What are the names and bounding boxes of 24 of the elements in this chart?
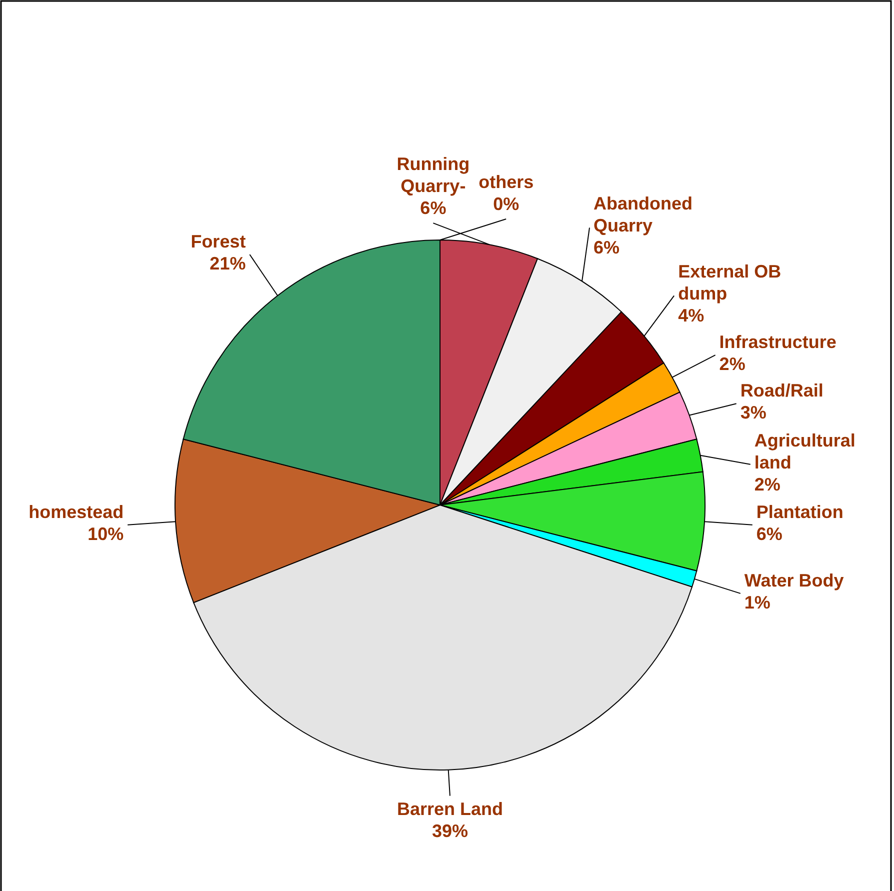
- slice-label: Running Quarry-: [396, 154, 470, 196]
- category-label: others: [478, 172, 534, 192]
- data-label: 2%: [719, 354, 746, 374]
- slice-label: Road/Rail: [740, 380, 824, 401]
- slice-label: Water Body: [744, 570, 844, 590]
- slice-label: Infrastructure: [719, 332, 836, 352]
- data-label: 6%: [594, 238, 620, 258]
- data-label: 3%: [740, 402, 766, 423]
- slice-label: homestead: [28, 502, 124, 522]
- data-label: 6%: [420, 198, 446, 218]
- slice-label: Abandoned Quarry: [594, 194, 692, 236]
- slice-label: Plantation: [756, 502, 844, 522]
- slice-label: Forest: [190, 232, 246, 252]
- data-label: 4%: [678, 306, 704, 326]
- slice-label: Barren Land: [396, 798, 503, 819]
- slice-label: External OB dump: [678, 262, 782, 304]
- data-label: 2%: [754, 474, 780, 494]
- data-label: 21%: [210, 254, 246, 274]
- slice-label: Agricultural land: [754, 430, 856, 472]
- text: 0%: [493, 194, 520, 214]
- data-label: 10%: [88, 524, 124, 544]
- data-label: 1%: [744, 592, 770, 612]
- data-label: 39%: [432, 820, 468, 841]
- data-label: 6%: [756, 524, 782, 544]
